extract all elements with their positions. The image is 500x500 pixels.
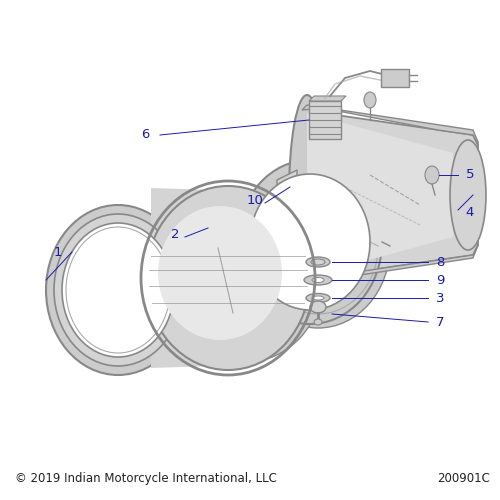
Ellipse shape xyxy=(158,206,282,340)
Ellipse shape xyxy=(312,278,324,282)
Ellipse shape xyxy=(304,275,332,285)
Ellipse shape xyxy=(306,294,330,302)
Text: 2: 2 xyxy=(171,228,179,241)
Ellipse shape xyxy=(46,205,190,375)
Ellipse shape xyxy=(310,301,326,313)
Ellipse shape xyxy=(146,186,310,370)
Text: 200901C: 200901C xyxy=(437,472,490,485)
Polygon shape xyxy=(302,105,478,145)
Text: © 2019 Indian Motorcycle International, LLC: © 2019 Indian Motorcycle International, … xyxy=(15,472,277,485)
Ellipse shape xyxy=(250,174,370,310)
Ellipse shape xyxy=(238,160,382,324)
Ellipse shape xyxy=(312,296,324,300)
Bar xyxy=(309,101,341,139)
Text: 9: 9 xyxy=(436,274,444,286)
Ellipse shape xyxy=(54,214,182,366)
Ellipse shape xyxy=(425,166,439,184)
Text: 6: 6 xyxy=(141,128,149,141)
Ellipse shape xyxy=(169,194,323,362)
Text: 1: 1 xyxy=(54,246,62,258)
Bar xyxy=(381,69,409,87)
Ellipse shape xyxy=(311,259,325,265)
Text: 10: 10 xyxy=(246,194,264,206)
Ellipse shape xyxy=(314,319,322,325)
Polygon shape xyxy=(151,188,246,368)
Polygon shape xyxy=(302,110,478,280)
Polygon shape xyxy=(228,186,246,370)
Ellipse shape xyxy=(246,164,390,328)
Polygon shape xyxy=(277,170,297,220)
Polygon shape xyxy=(307,113,453,277)
Ellipse shape xyxy=(289,95,325,295)
Ellipse shape xyxy=(450,140,486,250)
Text: 4: 4 xyxy=(466,206,474,218)
Ellipse shape xyxy=(62,223,174,357)
Polygon shape xyxy=(238,242,390,246)
Text: 7: 7 xyxy=(436,316,444,328)
Text: 8: 8 xyxy=(436,256,444,268)
Polygon shape xyxy=(302,245,478,283)
Text: 5: 5 xyxy=(466,168,474,181)
Ellipse shape xyxy=(306,257,330,267)
Ellipse shape xyxy=(364,92,376,108)
Polygon shape xyxy=(309,96,346,101)
Text: 3: 3 xyxy=(436,292,444,304)
